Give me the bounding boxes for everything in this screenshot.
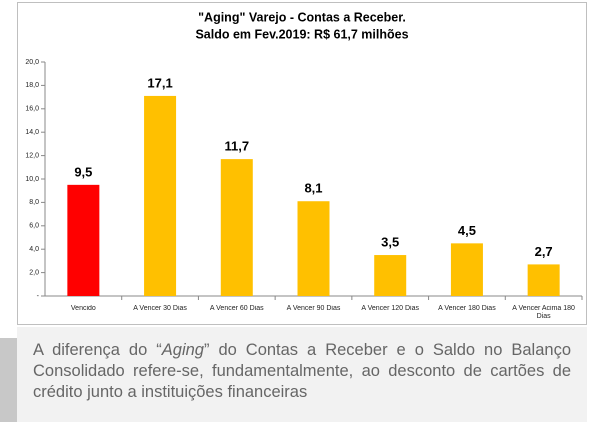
x-tick-label-box: A Vencer 180 Dias [438,305,496,312]
x-tick-label: A Vencer Acima 180 Dias [512,305,575,320]
y-tick-label: 8,0 [29,199,39,206]
x-tick-label-box: Vencido [70,305,96,312]
value-label: 11,7 [224,139,249,154]
value-label: 4,5 [458,223,476,238]
x-tick-label-box: A Vencer 60 Dias [209,305,264,312]
y-tick-label: 10,0 [25,176,39,183]
y-tick-label: 4,0 [29,246,39,253]
value-label: 2,7 [535,244,553,259]
x-tick-label-box: A Vencer 120 Dias [361,305,419,312]
y-tick-label: 6,0 [29,223,39,230]
value-label: 9,5 [74,164,92,179]
y-tick-label: 12,0 [25,152,39,159]
caption-emphasis: Aging [161,341,204,359]
chart-title: "Aging" Varejo - Contas a Receber. [198,10,406,24]
x-tick-label: A Vencer 30 Dias [133,305,187,312]
caption-text: ” do Contas a Receber e o Saldo no Balan… [33,341,571,401]
chart-subtitle: Saldo em Fev.2019: R$ 61,7 milhões [195,27,408,41]
y-tick-label: 18,0 [25,82,39,89]
x-tick-label-box: A Vencer 90 Dias [286,305,341,312]
bar [297,201,330,296]
value-label: 17,1 [147,75,172,90]
bar [144,95,177,297]
bar [450,243,483,296]
caption-text: A diferença do “ [33,341,162,359]
bar [527,264,560,296]
caption: A diferença do “Aging” do Contas a Receb… [33,340,571,403]
side-band [0,338,17,422]
caption-box [17,327,587,422]
y-tick-label: 20,0 [25,59,39,66]
y-tick-label: 2,0 [29,269,39,276]
bar [67,184,100,296]
chart: "Aging" Varejo - Contas a Receber. Saldo… [17,2,587,325]
x-tick-label: A Vencer 60 Dias [209,305,264,312]
y-tick-label: 16,0 [25,106,39,113]
bar [220,159,253,296]
x-tick-label: Vencido [70,305,96,312]
y-tick-label: - [37,293,40,300]
x-tick-label: A Vencer 180 Dias [438,305,496,312]
x-tick-label: A Vencer 120 Dias [361,305,419,312]
x-tick-label-box: A Vencer 30 Dias [133,305,187,312]
x-tick-label: A Vencer 90 Dias [286,305,341,312]
value-label: 3,5 [381,234,399,249]
x-tick-label-box: A Vencer Acima 180 Dias [512,305,575,320]
y-tick-label: 14,0 [25,129,39,136]
bar [374,255,407,296]
value-label: 8,1 [304,181,322,196]
